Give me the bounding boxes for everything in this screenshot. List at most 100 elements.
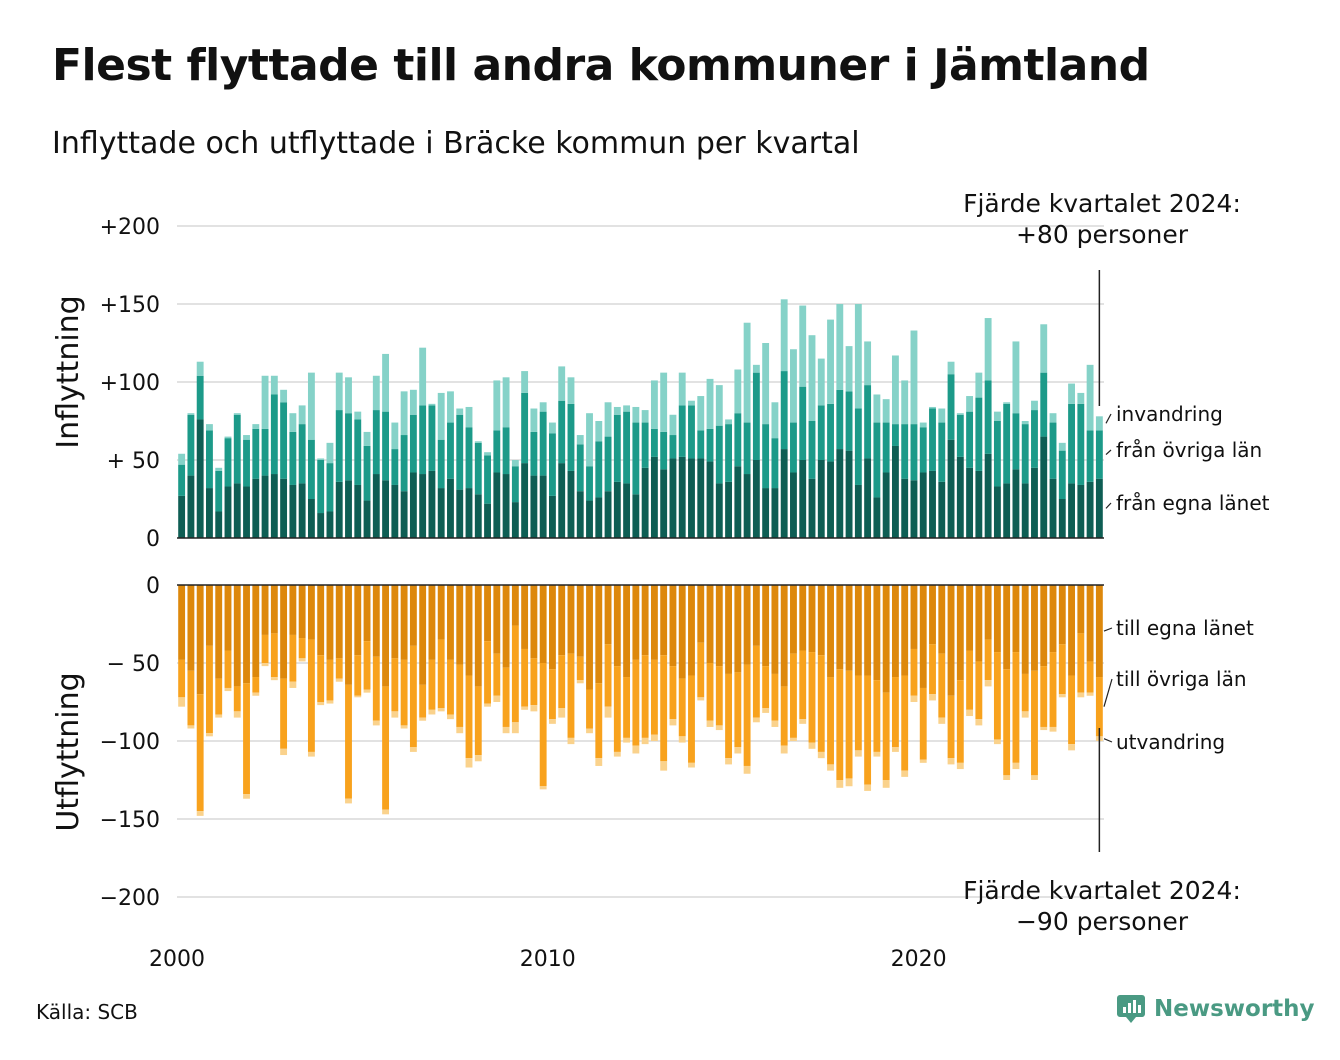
bar-out <box>530 658 538 706</box>
bar-out <box>734 585 742 673</box>
brand-logo: Newsworthy <box>1116 994 1315 1024</box>
bar-in <box>521 463 529 538</box>
bar-out <box>437 708 445 712</box>
bar-out <box>326 700 334 704</box>
bar-out <box>762 585 770 667</box>
bar-in <box>882 422 890 473</box>
bar-in <box>224 438 232 487</box>
bar-in <box>984 318 992 381</box>
bar-out <box>382 585 390 687</box>
bar-out <box>956 585 964 681</box>
bar-in <box>335 410 343 482</box>
bar-out <box>233 585 241 687</box>
bar-in <box>1068 383 1075 404</box>
bar-in <box>1003 403 1011 484</box>
bar-out <box>929 585 936 645</box>
bar-in <box>539 402 547 412</box>
bar-in <box>243 486 250 538</box>
bar-in <box>187 414 195 476</box>
y-tick-label: − 50 <box>107 652 160 677</box>
bar-in <box>363 445 371 501</box>
bar-in <box>752 364 760 373</box>
bar-in <box>715 425 723 484</box>
bar-in <box>845 450 853 538</box>
bar-in <box>493 472 501 538</box>
bar-out <box>780 686 788 746</box>
bar-out <box>484 703 491 707</box>
bar-out <box>391 658 399 712</box>
bar-in <box>817 358 825 406</box>
bar-in <box>706 461 714 538</box>
bar-out <box>660 585 668 656</box>
bar-out <box>567 585 575 654</box>
bar-out <box>530 705 538 712</box>
bar-out <box>1003 775 1011 780</box>
bar-in <box>196 419 204 538</box>
bar-out <box>632 585 640 660</box>
bar-in <box>511 460 519 467</box>
bar-out <box>891 747 899 752</box>
bar-out <box>891 585 899 678</box>
bar-in <box>428 403 436 406</box>
bar-out <box>660 761 668 771</box>
bar-out <box>187 670 195 726</box>
annotation-in-line1: Fjärde kvartalet 2024: <box>963 189 1241 218</box>
bar-out <box>595 683 603 759</box>
bar-out <box>771 673 779 721</box>
bar-out <box>891 677 899 748</box>
bar-in <box>910 424 918 481</box>
bar-in <box>641 410 649 423</box>
bar-out <box>400 585 408 660</box>
bar-out <box>493 695 501 702</box>
bar-in <box>345 413 352 481</box>
bar-in <box>771 438 779 489</box>
bar-out <box>660 655 668 762</box>
bar-out <box>706 585 714 663</box>
y-tick-label: + 50 <box>107 449 160 474</box>
bar-out <box>780 745 788 754</box>
bar-out <box>845 778 853 787</box>
bar-in <box>419 405 427 475</box>
y-tick-label: −150 <box>100 808 160 833</box>
bar-out <box>215 585 223 679</box>
bar-out <box>511 722 519 734</box>
bar-in <box>752 460 760 538</box>
bar-in <box>233 483 241 538</box>
bar-in <box>289 431 297 485</box>
bar-in <box>947 439 955 538</box>
bar-in <box>595 421 603 442</box>
bar-in <box>1031 467 1038 538</box>
bar-in <box>734 466 742 538</box>
bar-out <box>233 686 241 712</box>
bar-out <box>938 585 946 654</box>
bar-out <box>1003 585 1011 670</box>
series-label-out: till egna länet <box>1116 616 1254 640</box>
bar-in <box>409 472 417 538</box>
bar-in <box>224 486 232 538</box>
bar-in <box>613 414 621 482</box>
bar-in <box>864 458 872 538</box>
bar-out <box>1058 585 1066 645</box>
bar-in <box>178 453 186 465</box>
bar-out <box>530 585 538 659</box>
bar-out <box>586 585 593 690</box>
bar-in <box>474 494 482 538</box>
bar-out <box>697 697 705 701</box>
bar-out <box>1058 644 1066 695</box>
bar-out <box>595 585 603 684</box>
bar-out <box>1012 762 1020 770</box>
bar-out <box>456 726 464 734</box>
bar-in <box>549 422 556 434</box>
bar-in <box>882 399 890 423</box>
bar-in <box>641 467 649 538</box>
bar-in <box>484 503 491 538</box>
bar-in <box>604 436 612 492</box>
bar-out <box>474 585 482 687</box>
bar-out <box>558 708 566 718</box>
bar-in <box>660 431 668 470</box>
bar-in <box>827 319 834 404</box>
bar-in <box>836 389 844 450</box>
bar-out <box>688 762 695 768</box>
bar-out <box>289 681 297 688</box>
bar-in <box>891 424 899 446</box>
